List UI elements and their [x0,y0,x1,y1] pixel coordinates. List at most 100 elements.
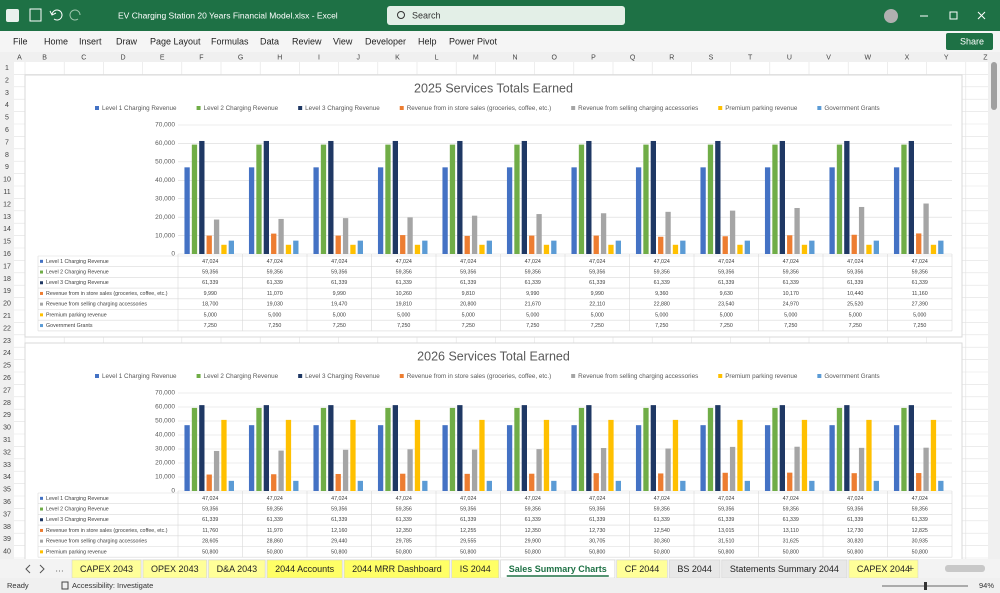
row-header[interactable]: 2 [5,77,9,84]
row-header[interactable]: 24 [3,350,11,357]
row-header[interactable]: 23 [3,338,11,345]
row-header[interactable]: 37 [3,511,11,518]
menu-item[interactable]: Insert [79,36,102,46]
row-header[interactable]: 6 [5,127,9,134]
row-header[interactable]: 32 [3,449,11,456]
column-header[interactable]: M [473,54,479,61]
row-header[interactable]: 18 [3,276,11,283]
column-header[interactable]: I [318,54,320,61]
column-header[interactable]: Z [983,54,988,61]
column-header[interactable]: U [787,54,792,61]
column-header[interactable]: D [120,54,125,61]
row-header[interactable]: 33 [3,462,11,469]
row-header[interactable]: 38 [3,524,11,531]
row-header[interactable]: 8 [5,152,9,159]
sheet-tab-label[interactable]: BS 2044 [677,564,712,574]
sheet-tab-label[interactable]: Sales Summary Charts [509,564,607,574]
row-header[interactable]: 7 [5,139,9,146]
menu-item[interactable]: Page Layout [150,36,201,46]
row-header[interactable]: 40 [3,549,11,556]
account-avatar[interactable] [884,9,898,23]
column-header[interactable]: J [356,54,360,61]
column-header[interactable]: T [748,54,753,61]
column-header[interactable]: R [669,54,674,61]
search-placeholder[interactable]: Search [412,10,441,20]
column-header[interactable]: L [435,54,439,61]
row-header[interactable]: 10 [3,177,11,184]
row-header[interactable]: 11 [3,189,10,196]
scrollbar-thumb[interactable] [991,62,997,110]
sheet-tab-label[interactable]: Statements Summary 2044 [730,564,839,574]
menu-item[interactable]: View [333,36,353,46]
row-header[interactable]: 26 [3,375,11,382]
sheet-tab-label[interactable]: CAPEX 2043 [80,564,133,574]
horizontal-scrollbar[interactable] [945,565,985,572]
row-header[interactable]: 34 [3,474,11,481]
column-header[interactable]: F [199,54,203,61]
row-header[interactable]: 28 [3,400,11,407]
add-sheet-button[interactable]: + [908,563,914,575]
column-header[interactable]: S [709,54,714,61]
row-header[interactable]: 4 [5,102,9,109]
row-header[interactable]: 29 [3,412,11,419]
column-header[interactable]: K [395,54,400,61]
sheet-tab-label[interactable]: D&A 2043 [217,564,258,574]
row-header[interactable]: 27 [3,387,11,394]
row-header[interactable]: 22 [3,325,11,332]
column-header[interactable]: P [591,54,596,61]
menu-item[interactable]: Home [44,36,68,46]
sheet-tab-label[interactable]: 2044 MRR Dashboard [352,564,442,574]
row-header[interactable]: 39 [3,536,11,543]
share-label[interactable]: Share [960,36,984,46]
row-header[interactable]: 13 [3,214,11,221]
menu-item[interactable]: Data [260,36,279,46]
menu-item[interactable]: Developer [365,36,406,46]
row-header[interactable]: 31 [3,437,11,444]
menu-item[interactable]: Help [418,36,437,46]
vertical-scrollbar[interactable] [988,52,1000,560]
row-header[interactable]: 14 [3,226,11,233]
row-header[interactable]: 12 [3,201,11,208]
column-header[interactable]: H [277,54,282,61]
column-header[interactable]: X [905,54,910,61]
sheet-tab-label[interactable]: IS 2044 [460,564,491,574]
row-header[interactable]: 16 [3,251,11,258]
column-header[interactable]: G [238,54,243,61]
column-header[interactable]: Q [630,54,636,61]
column-header[interactable]: C [81,54,86,61]
menu-item[interactable]: Draw [116,36,138,46]
menu-item[interactable]: File [13,36,28,46]
row-header[interactable]: 17 [3,263,11,270]
row-header[interactable]: 5 [5,115,9,122]
row-header[interactable]: 20 [3,301,11,308]
zoom-level[interactable]: 94% [979,581,994,590]
row-header[interactable]: 25 [3,363,11,370]
tab-more[interactable]: … [55,563,64,573]
menu-item[interactable]: Power Pivot [449,36,498,46]
row-header[interactable]: 21 [3,313,11,320]
row-header[interactable]: 35 [3,487,11,494]
row-header[interactable]: 30 [3,425,11,432]
menu-item[interactable]: Review [292,36,322,46]
column-header[interactable]: E [160,54,165,61]
column-header[interactable]: N [512,54,517,61]
menu-item[interactable]: Formulas [211,36,249,46]
column-header[interactable]: V [826,54,831,61]
column-header[interactable]: W [864,54,871,61]
row-header[interactable]: 19 [3,288,11,295]
sheet-tab-label[interactable]: CAPEX 2044 [857,564,910,574]
column-header[interactable]: O [551,54,557,61]
column-header[interactable]: A [17,54,22,61]
row-header[interactable]: 3 [5,90,9,97]
sheet-tab-label[interactable]: CF 2044 [625,564,660,574]
row-header[interactable]: 9 [5,164,9,171]
status-accessibility[interactable]: Accessibility: Investigate [72,581,153,590]
row-header[interactable]: 36 [3,499,11,506]
sheet-tab-label[interactable]: OPEX 2043 [151,564,199,574]
zoom-thumb[interactable] [924,582,927,590]
row-header[interactable]: 1 [5,65,9,72]
column-header[interactable]: B [42,54,47,61]
column-header[interactable]: Y [944,54,949,61]
sheet-tab-label[interactable]: 2044 Accounts [275,564,335,574]
row-header[interactable]: 15 [3,239,11,246]
